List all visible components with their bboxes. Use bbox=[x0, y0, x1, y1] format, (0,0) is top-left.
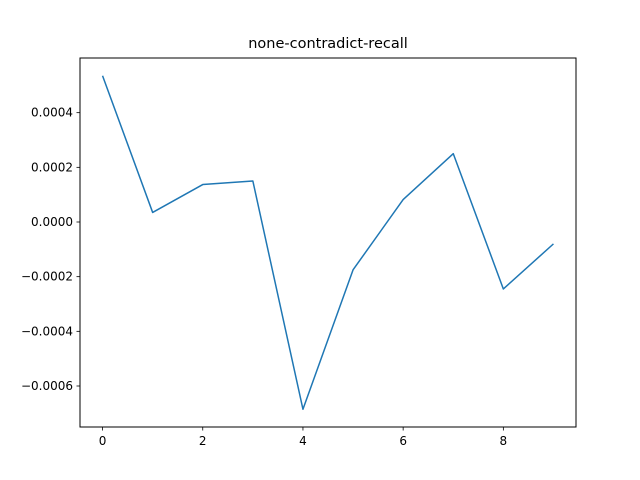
x-tick-label: 8 bbox=[500, 434, 508, 448]
x-axis: 0 2 4 6 8 bbox=[99, 427, 507, 448]
x-tick-label: 0 bbox=[99, 434, 107, 448]
x-tick-label: 6 bbox=[399, 434, 407, 448]
plot-area bbox=[101, 75, 554, 410]
series-line-0 bbox=[101, 75, 554, 410]
x-tick-label: 2 bbox=[199, 434, 207, 448]
y-tick-label: 0.0002 bbox=[31, 160, 73, 174]
axes-frame bbox=[79, 57, 577, 428]
chart-title: none-contradict-recall bbox=[248, 36, 408, 52]
y-tick-label: −0.0002 bbox=[21, 270, 73, 284]
x-tick-label: 4 bbox=[299, 434, 307, 448]
y-axis: −0.0006 −0.0004 −0.0002 0.0000 0.0002 0.0004 bbox=[21, 106, 80, 393]
y-tick-label: 0.0000 bbox=[31, 215, 73, 229]
y-tick-label: −0.0004 bbox=[21, 324, 73, 338]
y-tick-label: 0.0004 bbox=[31, 106, 73, 120]
y-tick-label: −0.0006 bbox=[21, 379, 73, 393]
